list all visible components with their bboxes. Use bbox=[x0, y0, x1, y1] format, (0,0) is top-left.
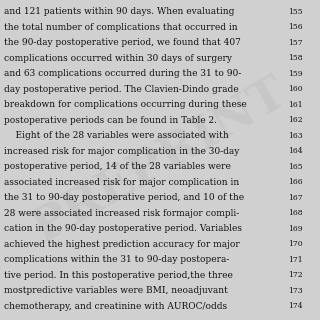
Text: 165: 165 bbox=[288, 163, 303, 171]
Text: postoperative period, 14 of the 28 variables were: postoperative period, 14 of the 28 varia… bbox=[4, 162, 231, 171]
Text: 167: 167 bbox=[288, 194, 303, 202]
Text: chemotherapy, and creatinine with AUROC/odds: chemotherapy, and creatinine with AUROC/… bbox=[4, 302, 227, 311]
Text: PREPRINT: PREPRINT bbox=[25, 68, 295, 252]
Text: increased risk for major complication in the 30-day: increased risk for major complication in… bbox=[4, 147, 239, 156]
Text: the total number of complications that occurred in: the total number of complications that o… bbox=[4, 23, 238, 32]
Text: complications within the 31 to 90-day postopera-: complications within the 31 to 90-day po… bbox=[4, 255, 229, 264]
Text: and 63 complications occurred during the 31 to 90-: and 63 complications occurred during the… bbox=[4, 69, 241, 78]
Text: 172: 172 bbox=[288, 271, 303, 279]
Text: tive period. In this postoperative period,the three: tive period. In this postoperative perio… bbox=[4, 271, 233, 280]
Text: 169: 169 bbox=[288, 225, 303, 233]
Text: 163: 163 bbox=[288, 132, 303, 140]
Text: Eight of the 28 variables were associated with: Eight of the 28 variables were associate… bbox=[4, 131, 229, 140]
Text: 156: 156 bbox=[288, 23, 303, 31]
Text: 162: 162 bbox=[288, 116, 303, 124]
Text: 159: 159 bbox=[288, 70, 303, 78]
Text: 166: 166 bbox=[288, 178, 303, 186]
Text: breakdown for complications occurring during these: breakdown for complications occurring du… bbox=[4, 100, 247, 109]
Text: 174: 174 bbox=[288, 302, 303, 310]
Text: and 121 patients within 90 days. When evaluating: and 121 patients within 90 days. When ev… bbox=[4, 7, 234, 16]
Text: 160: 160 bbox=[288, 85, 303, 93]
Text: 168: 168 bbox=[288, 209, 303, 217]
Text: the 31 to 90-day postoperative period, and 10 of the: the 31 to 90-day postoperative period, a… bbox=[4, 193, 244, 202]
Text: complications occurred within 30 days of surgery: complications occurred within 30 days of… bbox=[4, 54, 232, 63]
Text: 161: 161 bbox=[288, 101, 303, 109]
Text: postoperative periods can be found in Table 2.: postoperative periods can be found in Ta… bbox=[4, 116, 217, 125]
Text: 173: 173 bbox=[288, 287, 303, 295]
Text: 171: 171 bbox=[288, 256, 303, 264]
Text: 170: 170 bbox=[288, 240, 303, 248]
Text: 164: 164 bbox=[288, 147, 303, 155]
Text: 158: 158 bbox=[288, 54, 303, 62]
Text: mostpredictive variables were BMI, neoadjuvant: mostpredictive variables were BMI, neoad… bbox=[4, 286, 228, 295]
Text: the 90-day postoperative period, we found that 407: the 90-day postoperative period, we foun… bbox=[4, 38, 241, 47]
Text: 157: 157 bbox=[288, 39, 303, 47]
Text: 155: 155 bbox=[288, 8, 303, 16]
Text: associated increased risk for major complication in: associated increased risk for major comp… bbox=[4, 178, 239, 187]
Text: day postoperative period. The Clavien-Dindo grade: day postoperative period. The Clavien-Di… bbox=[4, 85, 239, 94]
Text: achieved the highest prediction accuracy for major: achieved the highest prediction accuracy… bbox=[4, 240, 240, 249]
Text: 28 were associated increased risk formajor compli-: 28 were associated increased risk formaj… bbox=[4, 209, 239, 218]
Text: cation in the 90-day postoperative period. Variables: cation in the 90-day postoperative perio… bbox=[4, 224, 242, 233]
